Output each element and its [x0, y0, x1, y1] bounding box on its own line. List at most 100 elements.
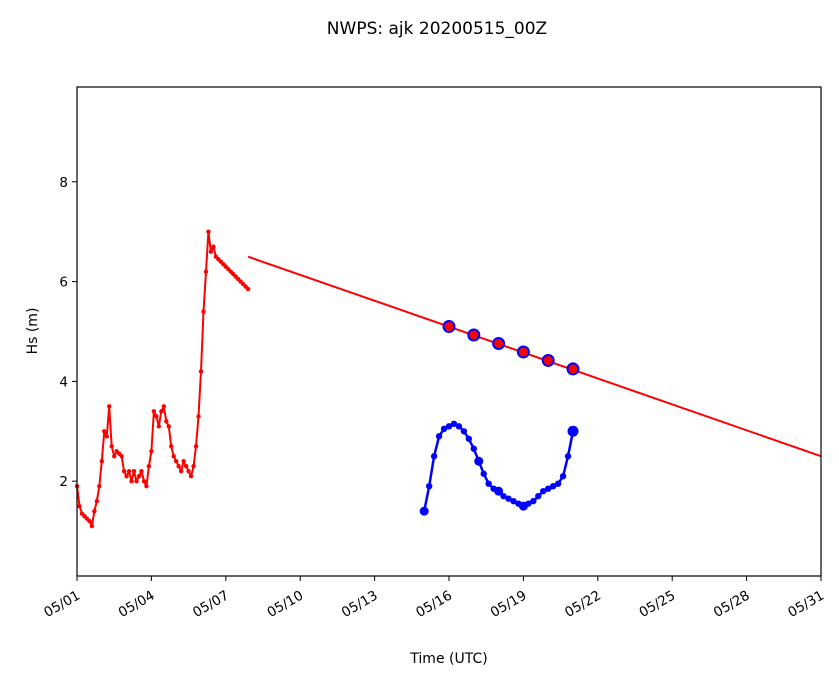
series-blue-point: [450, 420, 458, 428]
series-blue-point: [465, 435, 473, 442]
series-red-obs-point: [156, 424, 162, 429]
x-tick-label: 05/31: [785, 588, 827, 621]
series-marker-point: [566, 362, 580, 376]
series-blue-point: [545, 485, 552, 492]
series-red-obs-point: [109, 444, 114, 449]
series-red-obs-point: [94, 498, 100, 504]
series-red-obs-point: [211, 244, 216, 249]
series-red-obs-point: [171, 454, 176, 459]
series-blue-point: [564, 453, 572, 460]
series-blue-point: [460, 428, 468, 435]
series-blue-point: [445, 423, 453, 430]
series-red-obs-point: [107, 404, 112, 409]
series-marker-point: [516, 345, 530, 359]
series-red-obs-point: [198, 369, 204, 374]
series-red-obs-point: [176, 464, 181, 469]
series-red-obs-point: [161, 404, 166, 409]
series-red-obs-point: [149, 449, 154, 454]
series-red-obs-point: [99, 459, 105, 464]
x-axis-label: Time (UTC): [409, 651, 487, 667]
series-blue-point: [430, 453, 438, 460]
series-red-obs-point: [191, 464, 196, 469]
series-red-obs-point: [178, 469, 184, 474]
series-red-obs-point: [112, 454, 117, 459]
series-red-obs-point: [134, 478, 139, 484]
x-tick-label: 05/13: [339, 588, 381, 621]
x-tick-label: 05/01: [41, 588, 83, 621]
series-red-obs-point: [139, 469, 144, 474]
series-red-obs-point: [129, 478, 134, 484]
series-marker-point: [492, 336, 506, 350]
series-blue-point: [470, 445, 477, 452]
series-blue-point: [549, 482, 557, 490]
series-red-obs-point: [208, 249, 214, 254]
series-red-obs-point: [92, 508, 97, 514]
series-red-obs-point: [201, 309, 206, 314]
x-tick-label: 05/16: [413, 588, 455, 621]
series-red-trend-line: [247, 255, 822, 458]
series-red-obs-point: [169, 444, 174, 449]
series-red-obs-point: [245, 286, 251, 292]
series-blue-point: [554, 480, 562, 487]
y-tick-label: 4: [59, 374, 68, 390]
series-blue-marker: [474, 456, 484, 466]
x-tick-label: 05/28: [711, 588, 753, 621]
series-blue-point: [425, 482, 433, 490]
series-blue-point: [540, 487, 547, 495]
series-blue-point: [455, 423, 463, 430]
series-red-obs-point: [89, 523, 95, 529]
series-blue-marker: [419, 506, 429, 516]
series-blue-point: [505, 495, 512, 502]
series-red-obs-point: [87, 518, 92, 524]
series-red-obs-point: [164, 419, 169, 424]
series-red-obs-point: [144, 483, 149, 489]
series-red-obs-point: [102, 429, 107, 434]
x-axis: 05/01 05/04 05/07 05/10 05/13 05/16 05/19 05/22…: [41, 576, 827, 621]
series-blue-point: [530, 497, 537, 505]
series-blue-marker: [494, 486, 504, 496]
series-red-obs-point: [151, 409, 157, 414]
series-red-obs-point: [206, 229, 211, 234]
series-red-obs-point: [131, 469, 137, 474]
series-red-obs-point: [174, 459, 179, 464]
series-red-obs-point: [97, 483, 102, 489]
y-tick-label: 2: [59, 474, 68, 490]
x-tick-label: 05/19: [488, 588, 530, 621]
series-red-obs-point: [196, 414, 201, 419]
x-tick-label: 05/07: [190, 588, 232, 621]
series-red-obs-point: [119, 454, 124, 459]
series-red-obs-point: [104, 434, 109, 439]
series-blue-point: [435, 433, 443, 440]
series-layer: [74, 229, 822, 529]
y-tick-label: 6: [59, 275, 68, 291]
series-red-obs-point: [146, 464, 152, 469]
series-red-obs-point: [186, 469, 191, 474]
series-red-obs-point: [154, 414, 159, 419]
series-red-obs-point: [121, 469, 127, 474]
series-red-obs-point: [141, 478, 147, 484]
series-marker-point: [467, 328, 481, 342]
series-blue-marker: [518, 501, 528, 511]
series-blue-point: [440, 425, 448, 433]
series-red-obs-point: [188, 474, 194, 479]
series-blue-point: [500, 492, 507, 500]
y-axis: 2 4 6 8: [59, 175, 77, 490]
series-red-obs-point: [136, 474, 142, 479]
series-blue-point: [510, 497, 517, 505]
series-blue-point: [485, 480, 492, 487]
series-red-obs-point: [166, 424, 171, 429]
series-blue-point: [480, 470, 487, 477]
series-marker-point: [541, 353, 555, 367]
chart-title: NWPS: ajk 20200515_00Z: [327, 19, 547, 39]
x-tick-label: 05/10: [265, 588, 307, 621]
x-tick-label: 05/04: [116, 588, 158, 621]
series-red-obs-point: [77, 503, 82, 509]
x-tick-label: 05/25: [637, 588, 679, 621]
series-red-obs-point: [126, 469, 132, 474]
x-tick-label: 05/22: [562, 588, 604, 621]
series-red-obs-point: [203, 269, 209, 274]
y-tick-label: 8: [59, 175, 68, 191]
y-axis-label: Hs (m): [25, 308, 41, 355]
series-blue-point: [559, 473, 567, 480]
series-red-obs-point: [193, 444, 199, 449]
